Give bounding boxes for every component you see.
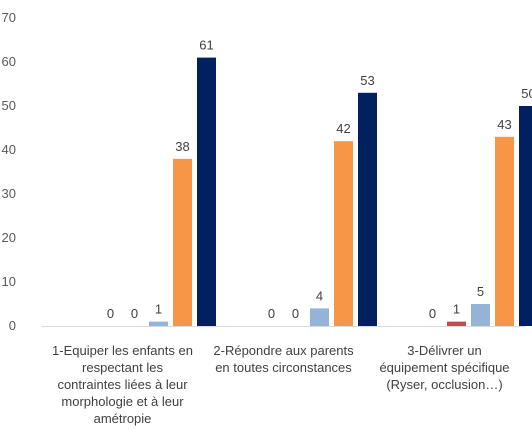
bars-group xyxy=(149,57,532,326)
data-label: 5 xyxy=(477,284,484,299)
data-label: 42 xyxy=(336,121,350,136)
category-label-line: amétropie xyxy=(94,411,152,426)
category-label-line: équipement spécifique xyxy=(379,360,509,375)
bar xyxy=(334,141,353,326)
category-label-line: morphologie et à leur xyxy=(61,394,184,409)
y-tick-label: 60 xyxy=(2,54,16,69)
data-label: 38 xyxy=(175,139,189,154)
category-label: 1-Equiper les enfants en respectant les co… xyxy=(52,343,193,426)
data-label: 43 xyxy=(497,117,511,132)
data-label: 0 xyxy=(268,306,275,321)
data-labels-group: 0 0 1 38 61 0 0 4 42 53 0 1 5 43 50 xyxy=(107,38,532,321)
y-tick-label: 20 xyxy=(2,230,16,245)
category-label-line: 1-Equiper les enfants en xyxy=(52,343,193,358)
category-label-line: respectant les xyxy=(82,360,163,375)
bar xyxy=(519,106,532,326)
category-label-line: contraintes liées à leur xyxy=(57,377,188,392)
data-label: 1 xyxy=(155,302,162,317)
y-tick-label: 0 xyxy=(9,318,16,333)
bar xyxy=(447,321,466,326)
data-label: 61 xyxy=(199,38,213,53)
category-label-line: 3-Délivrer un xyxy=(407,343,481,358)
data-label: 4 xyxy=(316,288,323,303)
bar xyxy=(197,57,216,326)
category-label: 3-Délivrer un équipement spécifique (Ryser… xyxy=(379,343,509,392)
data-label: 0 xyxy=(292,306,299,321)
y-axis: 0 10 20 30 40 50 60 70 xyxy=(2,10,16,333)
bar xyxy=(149,321,168,326)
category-label-line: (Ryser, occlusion…) xyxy=(386,377,502,392)
data-label: 0 xyxy=(107,306,114,321)
category-labels-group: 1-Equiper les enfants en respectant les co… xyxy=(52,343,510,426)
y-tick-label: 50 xyxy=(2,98,16,113)
category-label-line: 2-Répondre aux parents xyxy=(213,343,354,358)
data-label: 0 xyxy=(429,306,436,321)
bar xyxy=(173,158,192,326)
y-tick-label: 30 xyxy=(2,186,16,201)
data-label: 50 xyxy=(521,86,532,101)
data-label: 0 xyxy=(131,306,138,321)
category-label: 2-Répondre aux parents en toutes circonst… xyxy=(213,343,354,375)
data-label: 1 xyxy=(453,302,460,317)
y-tick-label: 10 xyxy=(2,274,16,289)
y-tick-label: 70 xyxy=(2,10,16,25)
bar xyxy=(358,92,377,326)
bar xyxy=(495,136,514,326)
bar xyxy=(471,304,490,326)
bar xyxy=(310,308,329,326)
category-label-line: en toutes circonstances xyxy=(215,360,352,375)
data-label: 53 xyxy=(360,73,374,88)
y-tick-label: 40 xyxy=(2,142,16,157)
